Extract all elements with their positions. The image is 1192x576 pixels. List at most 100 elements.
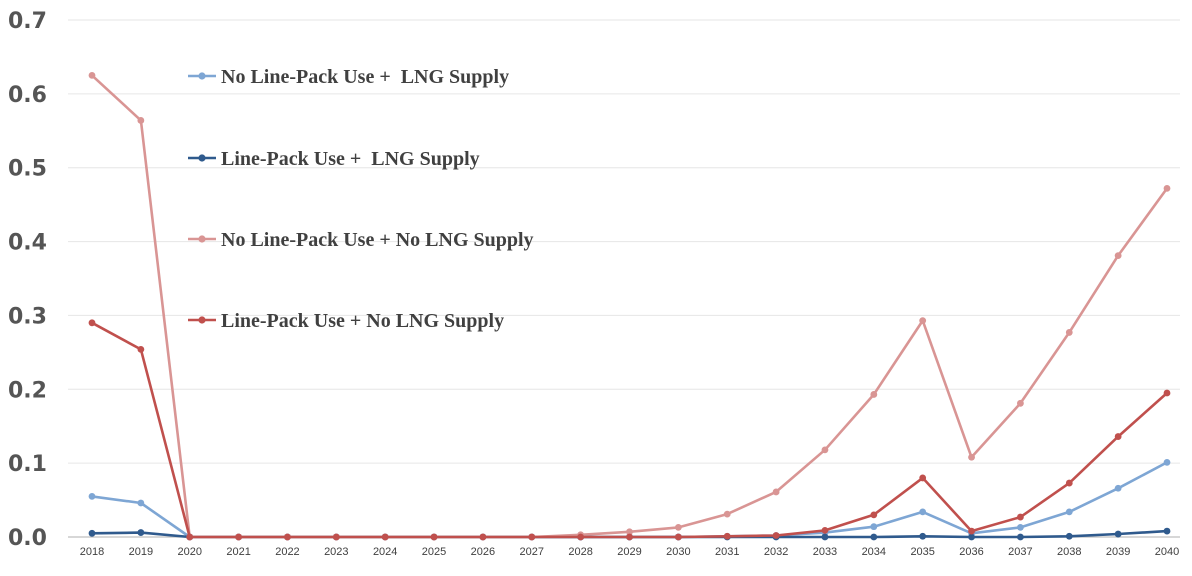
legend: No Line-Pack Use + LNG Supply Line-Pack U… xyxy=(188,66,534,332)
series-line xyxy=(90,461,1169,539)
data-point xyxy=(332,533,340,541)
legend-label: Line-Pack Use + LNG Supply xyxy=(221,148,480,170)
legend-swatch-marker xyxy=(198,235,206,243)
data-point xyxy=(1017,399,1024,407)
y-tick-label: 0.2 xyxy=(8,378,47,403)
series-lines xyxy=(88,71,1171,541)
data-point xyxy=(674,523,682,531)
y-tick-label: 0.7 xyxy=(8,9,47,34)
data-point xyxy=(821,526,829,534)
data-point xyxy=(968,453,975,461)
series-2 xyxy=(88,71,1171,541)
legend-item: Line-Pack Use + LNG Supply xyxy=(188,148,480,170)
data-point xyxy=(772,488,780,496)
x-tick-label: 2033 xyxy=(813,546,837,558)
data-point xyxy=(1017,533,1024,541)
data-point xyxy=(430,533,438,541)
x-tick-label: 2019 xyxy=(129,546,153,558)
data-point xyxy=(88,319,96,327)
data-point xyxy=(821,446,829,454)
data-point xyxy=(1114,484,1122,492)
data-point xyxy=(870,511,878,519)
x-tick-label: 2026 xyxy=(471,546,495,558)
data-point xyxy=(479,533,487,541)
y-tick-label: 0.5 xyxy=(8,157,47,182)
data-point xyxy=(137,117,145,124)
legend-item: No Line-Pack Use + LNG Supply xyxy=(188,66,509,88)
data-point xyxy=(968,533,975,541)
x-tick-label: 2034 xyxy=(862,546,886,558)
axes: 0.0 0.1 0.2 0.3 0.4 0.5 0.6 0.7 2018 2019 2020 2021… xyxy=(8,9,1180,558)
data-point xyxy=(528,533,536,541)
data-point xyxy=(284,533,291,541)
x-tick-label: 2025 xyxy=(422,546,446,558)
y-tick-label: 0.0 xyxy=(8,526,47,551)
x-tick-label: 2027 xyxy=(520,546,544,558)
data-point xyxy=(821,533,829,541)
x-tick-label: 2023 xyxy=(324,546,348,558)
data-point xyxy=(88,529,96,537)
x-tick-label: 2038 xyxy=(1057,546,1081,558)
x-tick-label: 2032 xyxy=(764,546,788,558)
legend-label: No Line-Pack Use + No LNG Supply xyxy=(221,229,534,251)
data-point xyxy=(968,527,975,535)
y-tick-label: 0.1 xyxy=(8,452,47,477)
y-tick-label: 0.3 xyxy=(8,304,47,329)
data-point xyxy=(137,346,145,353)
x-tick-label: 2039 xyxy=(1106,546,1130,558)
data-point xyxy=(919,474,927,482)
x-tick-label: 2018 xyxy=(80,546,104,558)
data-point xyxy=(1114,530,1122,538)
x-tick-label: 2037 xyxy=(1008,546,1032,558)
data-point xyxy=(186,533,194,541)
data-point xyxy=(723,532,731,540)
y-tick-label: 0.4 xyxy=(8,231,47,256)
x-tick-label: 2040 xyxy=(1155,546,1179,558)
x-tick-label: 2036 xyxy=(959,546,983,558)
x-tick-label: 2030 xyxy=(666,546,690,558)
data-point xyxy=(870,533,878,541)
x-tick-label: 2031 xyxy=(715,546,739,558)
series-line xyxy=(90,321,1169,539)
x-tick-label: 2028 xyxy=(568,546,592,558)
series-line xyxy=(90,74,1169,539)
data-point xyxy=(1065,508,1073,516)
legend-label: Line-Pack Use + No LNG Supply xyxy=(221,310,504,332)
data-point xyxy=(235,533,242,541)
legend-swatch-marker xyxy=(198,316,206,324)
x-tick-label: 2020 xyxy=(177,546,201,558)
data-point xyxy=(723,510,731,518)
data-point xyxy=(1163,184,1171,192)
data-point xyxy=(1065,532,1073,540)
data-point xyxy=(1163,527,1171,535)
data-point xyxy=(919,317,927,324)
legend-item: Line-Pack Use + No LNG Supply xyxy=(188,310,504,332)
x-tick-label: 2021 xyxy=(226,546,250,558)
data-point xyxy=(88,71,96,79)
x-tick-label: 2035 xyxy=(910,546,934,558)
data-point xyxy=(88,492,96,500)
legend-swatch-marker xyxy=(198,72,206,80)
data-point xyxy=(1017,523,1024,531)
legend-label: No Line-Pack Use + LNG Supply xyxy=(221,66,509,88)
series-3 xyxy=(88,319,1171,541)
y-tick-label: 0.6 xyxy=(8,83,47,108)
x-tick-label: 2024 xyxy=(373,546,397,558)
data-point xyxy=(1114,433,1122,440)
data-point xyxy=(626,533,633,541)
gridlines xyxy=(68,19,1180,464)
x-tick-label: 2029 xyxy=(617,546,641,558)
data-point xyxy=(674,533,682,541)
data-point xyxy=(1065,479,1073,487)
data-point xyxy=(577,533,585,541)
data-point xyxy=(1017,513,1024,521)
legend-swatch-marker xyxy=(198,154,206,162)
data-point xyxy=(919,532,927,540)
data-point xyxy=(381,533,389,541)
data-point xyxy=(1114,252,1122,260)
data-point xyxy=(772,532,780,539)
data-point xyxy=(137,499,145,507)
data-point xyxy=(870,391,878,398)
